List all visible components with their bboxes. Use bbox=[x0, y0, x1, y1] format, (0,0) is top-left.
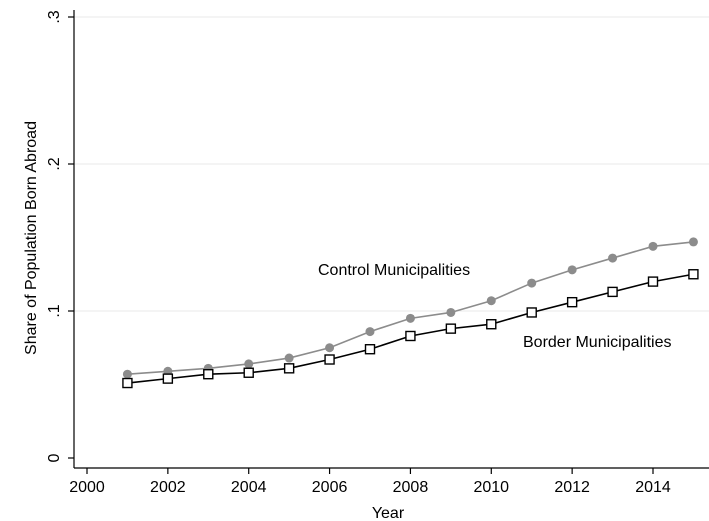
data-point bbox=[284, 353, 294, 363]
x-tick-label: 2002 bbox=[150, 479, 186, 496]
y-tick-label: .3 bbox=[46, 10, 63, 23]
x-tick-label: 2006 bbox=[312, 479, 348, 496]
data-point bbox=[527, 278, 537, 288]
series-label-control: Control Municipalities bbox=[318, 262, 470, 279]
data-point bbox=[486, 296, 496, 306]
data-point bbox=[688, 269, 699, 280]
grid-lines bbox=[74, 16, 709, 312]
y-axis-title: Share of Population Born Abroad bbox=[23, 121, 40, 355]
series-layer bbox=[122, 237, 699, 389]
data-point bbox=[648, 241, 658, 251]
data-point bbox=[162, 373, 174, 384]
data-point bbox=[243, 367, 254, 378]
y-ticks: 0 .1 .2 .3 bbox=[46, 10, 74, 462]
data-point bbox=[607, 286, 618, 298]
data-point bbox=[567, 265, 577, 275]
data-point bbox=[526, 307, 537, 318]
data-point bbox=[446, 307, 456, 317]
data-point bbox=[283, 363, 295, 374]
data-point bbox=[365, 327, 375, 337]
data-point bbox=[405, 330, 416, 342]
y-tick-label: 0 bbox=[46, 453, 63, 462]
data-point bbox=[122, 377, 133, 389]
data-point bbox=[364, 344, 376, 355]
data-point bbox=[688, 237, 698, 247]
data-point bbox=[122, 369, 132, 379]
y-tick-label: .2 bbox=[46, 157, 63, 170]
x-tick-label: 2004 bbox=[231, 479, 267, 496]
x-tick-label: 2000 bbox=[69, 479, 105, 496]
x-axis-title: Year bbox=[372, 505, 405, 521]
data-point bbox=[445, 323, 457, 334]
data-point bbox=[608, 253, 618, 263]
series-border bbox=[122, 269, 699, 389]
data-point bbox=[325, 343, 335, 353]
data-point bbox=[324, 354, 335, 365]
x-tick-label: 2012 bbox=[554, 479, 590, 496]
x-tick-label: 2014 bbox=[635, 479, 671, 496]
data-point bbox=[203, 369, 214, 380]
y-tick-label: .1 bbox=[46, 304, 63, 317]
series-control bbox=[122, 237, 698, 379]
data-point bbox=[486, 319, 497, 330]
x-tick-label: 2008 bbox=[393, 479, 429, 496]
data-point bbox=[244, 359, 254, 369]
x-tick-label: 2010 bbox=[473, 479, 509, 496]
data-point bbox=[566, 296, 578, 308]
data-point bbox=[647, 276, 659, 287]
x-ticks: 2000 2002 2004 2006 2008 2010 2012 2014 bbox=[69, 468, 671, 496]
series-label-border: Border Municipalities bbox=[523, 334, 672, 351]
data-point bbox=[405, 313, 415, 323]
